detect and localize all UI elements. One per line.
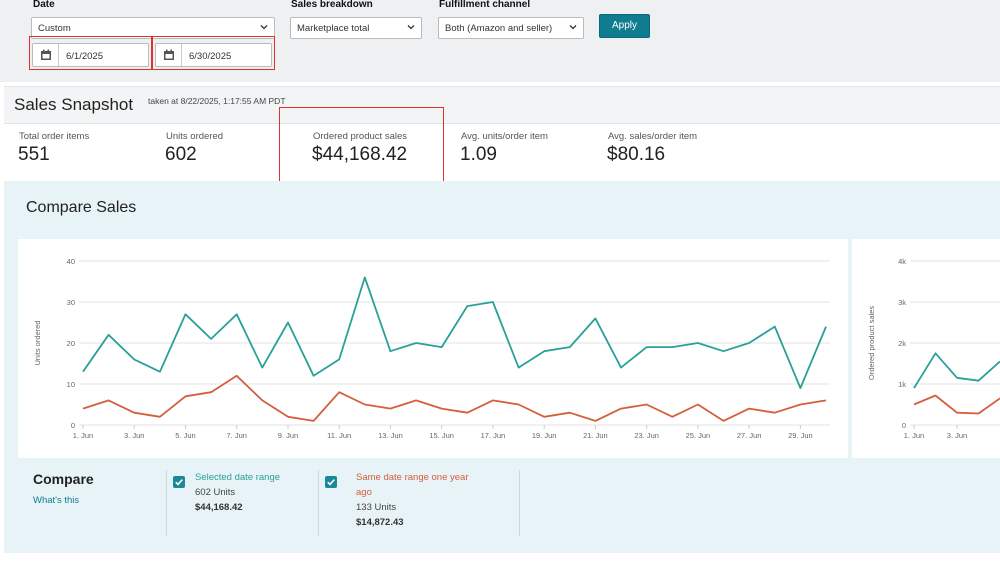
end-date-input[interactable]: 6/30/2025 — [155, 43, 272, 67]
x-tick-label: 17. Jun — [481, 431, 506, 440]
legend-sales-selected-range: $44,168.42 — [195, 502, 243, 513]
metric-value-total-order-items: 551 — [18, 144, 50, 165]
legend-name-selected-range: Selected date range — [195, 472, 281, 483]
fulfillment-channel-label: Fulfillment channel — [439, 0, 531, 10]
snapshot-title: Sales Snapshot — [14, 95, 134, 114]
compare-sales-title: Compare Sales — [26, 199, 137, 216]
x-tick-label: 27. Jun — [737, 431, 762, 440]
chevron-down-icon — [569, 25, 577, 30]
x-tick-label: 23. Jun — [634, 431, 659, 440]
apply-button[interactable]: Apply — [599, 14, 650, 38]
x-tick-label: 9. Jun — [278, 431, 298, 440]
checkmark-icon — [175, 479, 183, 486]
sales-breakdown-select[interactable]: Marketplace total — [290, 17, 422, 39]
metric-value-ordered-product-sales: $44,168.42 — [312, 144, 408, 165]
metric-value-units-ordered: 602 — [165, 144, 197, 165]
y-tick-label: 20 — [67, 339, 75, 348]
y-tick-label: 0 — [71, 421, 75, 430]
x-tick-label: 11. Jun — [327, 431, 351, 440]
series-line-last-year — [913, 394, 1000, 415]
y-tick-label: 0 — [902, 421, 906, 430]
y-tick-label: 30 — [67, 298, 75, 307]
legend-name-last-year-line2: ago — [356, 487, 372, 498]
x-tick-label: 19. Jun — [532, 431, 557, 440]
x-tick-label: 3. Jun — [947, 431, 967, 440]
series-line-last-year — [82, 374, 827, 422]
start-date-input[interactable]: 6/1/2025 — [32, 43, 149, 67]
date-select[interactable]: Custom — [31, 17, 275, 39]
series-line-selected-range — [913, 352, 1000, 389]
ordered-product-sales-chart: 0 1k 2k 3k 4k Ordered product sales 1. Jun 3. J… — [867, 257, 1000, 440]
metric-value-avg-units-per-order-item: 1.09 — [460, 144, 497, 165]
metric-label-ordered-product-sales: Ordered product sales — [313, 131, 407, 142]
sales-chart-card: 0 1k 2k 3k 4k Ordered product sales 1. Jun 3. J… — [852, 239, 1000, 458]
x-tick-label: 1. Jun — [904, 431, 924, 440]
checkmark-icon — [327, 479, 335, 486]
fulfillment-channel-select[interactable]: Both (Amazon and seller) — [438, 17, 584, 39]
legend-sales-last-year: $14,872.43 — [356, 517, 404, 528]
metric-label-units-ordered: Units ordered — [166, 131, 224, 142]
date-input-divider — [181, 44, 182, 66]
end-date-value: 6/30/2025 — [189, 51, 232, 62]
y-tick-label: 1k — [898, 380, 906, 389]
x-tick-label: 15. Jun — [429, 431, 454, 440]
sales-breakdown-label: Sales breakdown — [291, 0, 373, 10]
x-tick-label: 1. Jun — [73, 431, 93, 440]
legend-units-selected-range: 602 Units — [195, 487, 236, 498]
x-tick-label: 3. Jun — [124, 431, 144, 440]
calendar-icon[interactable] — [163, 49, 175, 61]
x-tick-label: 13. Jun — [378, 431, 403, 440]
series-line-selected-range — [82, 276, 827, 390]
start-date-value: 6/1/2025 — [66, 51, 103, 62]
date-select-value: Custom — [38, 23, 71, 34]
selected-range-checkbox[interactable] — [173, 476, 185, 488]
date-input-divider — [58, 44, 59, 66]
last-year-range-checkbox[interactable] — [325, 476, 337, 488]
legend-divider — [166, 470, 167, 536]
chevron-down-icon — [260, 25, 268, 30]
chevron-down-icon — [407, 25, 415, 30]
y-tick-label: 2k — [898, 339, 906, 348]
x-tick-label: 7. Jun — [227, 431, 247, 440]
metric-value-avg-sales-per-order-item: $80.16 — [607, 144, 666, 165]
x-tick-label: 5. Jun — [175, 431, 195, 440]
y-tick-label: 3k — [898, 298, 906, 307]
legend-name-last-year-line1: Same date range one year — [356, 472, 469, 483]
metric-label-avg-sales-per-order-item: Avg. sales/order item — [608, 131, 698, 142]
whats-this-link[interactable]: What's this — [33, 495, 80, 506]
date-label: Date — [33, 0, 55, 10]
legend-divider — [519, 470, 520, 536]
x-tick-label: 25. Jun — [686, 431, 711, 440]
metric-label-avg-units-per-order-item: Avg. units/order item — [461, 131, 548, 142]
legend-divider — [318, 470, 319, 536]
legend-units-last-year: 133 Units — [356, 502, 397, 513]
x-tick-label: 21. Jun — [583, 431, 608, 440]
y-tick-label: 10 — [67, 380, 75, 389]
snapshot-header: Sales Snapshot taken at 8/22/2025, 1:17:… — [4, 86, 1000, 124]
filter-bar: Date Custom 6/1/2025 6/30/2025 Sales bre… — [0, 0, 1000, 82]
calendar-icon[interactable] — [40, 49, 52, 61]
y-axis-label: Units ordered — [33, 320, 42, 365]
y-axis-label: Ordered product sales — [867, 306, 876, 380]
metric-label-total-order-items: Total order items — [19, 131, 90, 142]
fulfillment-channel-value: Both (Amazon and seller) — [445, 23, 553, 34]
y-tick-label: 40 — [67, 257, 75, 266]
sales-breakdown-value: Marketplace total — [297, 23, 370, 34]
units-chart-card: 0 10 20 30 40 Units ordered 1. Jun 3. Jun 5. Jun… — [18, 239, 848, 458]
snapshot-timestamp: taken at 8/22/2025, 1:17:55 AM PDT — [148, 96, 286, 106]
units-ordered-chart: 0 10 20 30 40 Units ordered 1. Jun 3. Jun 5. Jun… — [33, 257, 830, 440]
compare-footer-title: Compare — [33, 471, 94, 487]
x-tick-label: 29. Jun — [788, 431, 813, 440]
y-tick-label: 4k — [898, 257, 906, 266]
